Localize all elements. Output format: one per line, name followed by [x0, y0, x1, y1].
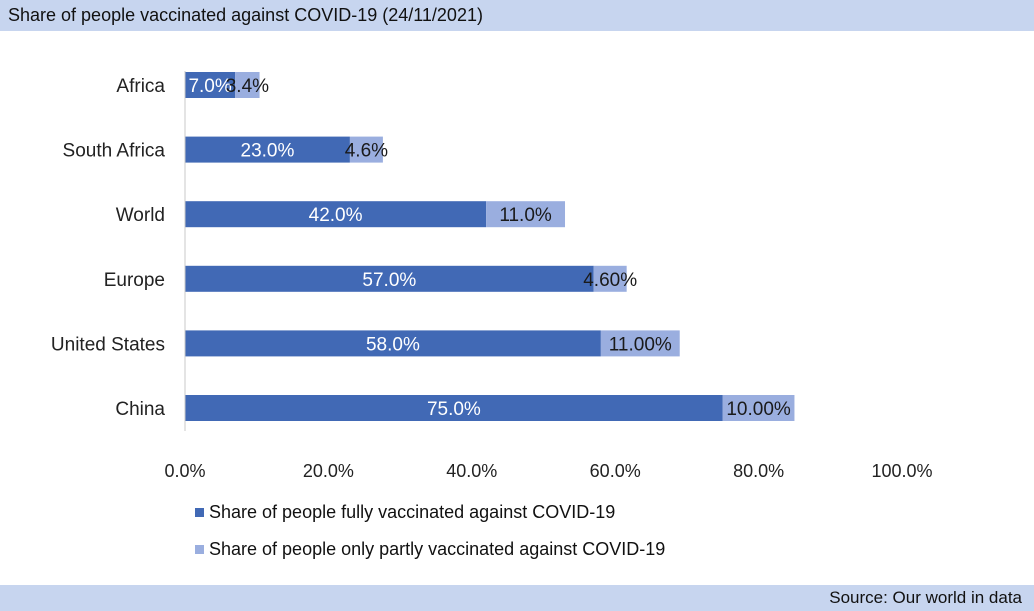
category-label: South Africa [63, 141, 166, 162]
bar-fully-vaccinated [185, 395, 723, 421]
x-tick-label: 80.0% [733, 461, 784, 481]
title-bar: Share of people vaccinated against COVID… [0, 0, 1034, 31]
category-label: United States [51, 334, 165, 355]
footer-bar: Source: Our world in data [0, 585, 1034, 611]
data-label-partly: 10.00% [726, 399, 791, 420]
x-tick-label: 60.0% [590, 461, 641, 481]
category-label: Europe [104, 270, 165, 291]
stacked-bar-chart: Africa 7.0%3.4% South Africa 23.0% 4.6% World… [51, 71, 933, 559]
data-label-fully: 58.0% [366, 334, 420, 355]
x-tick-label: 40.0% [446, 461, 497, 481]
bar-partly-vaccinated [593, 265, 627, 292]
bar-partly-vaccinated [600, 330, 680, 357]
category-label: Africa [116, 76, 165, 97]
bar-partly-vaccinated [486, 201, 566, 228]
category-label: China [115, 399, 165, 420]
bar-fully-vaccinated [185, 330, 601, 357]
bar-fully-vaccinated [185, 201, 487, 228]
x-tick-label: 0.0% [164, 461, 205, 481]
data-label-fully: 23.0% [241, 141, 295, 162]
data-label-fully: 75.0% [427, 399, 481, 420]
category-label: World [116, 205, 165, 226]
bars-layer: Africa 7.0%3.4% South Africa 23.0% 4.6% World… [51, 72, 795, 421]
data-label-fully: 42.0% [309, 205, 363, 226]
legend-swatch [195, 508, 204, 517]
bar-fully-vaccinated [185, 265, 594, 292]
bar-partly-vaccinated [235, 72, 260, 98]
bar-fully-vaccinated [185, 136, 350, 163]
data-label-partly: 4.6% [345, 141, 388, 162]
x-axis: 0.0% 20.0% 40.0% 60.0% 80.0% 100.0% [164, 71, 933, 481]
bar-partly-vaccinated [349, 136, 383, 163]
legend-swatch [195, 545, 204, 554]
data-label-partly: 11.00% [609, 334, 672, 355]
x-tick-label: 100.0% [871, 461, 932, 481]
chart-title: Share of people vaccinated against COVID… [8, 5, 483, 25]
source-note: Source: Our world in data [829, 588, 1022, 607]
data-label-partly: 3.4% [226, 76, 269, 97]
legend: Share of people fully vaccinated against… [195, 502, 665, 559]
legend-label: Share of people fully vaccinated against… [209, 502, 615, 522]
bar-partly-vaccinated [722, 395, 795, 421]
x-tick-label: 20.0% [303, 461, 354, 481]
bar-fully-vaccinated [185, 72, 236, 98]
data-label-fully: 57.0% [362, 270, 416, 291]
data-label-fully: 7.0% [188, 76, 231, 97]
legend-label: Share of people only partly vaccinated a… [209, 539, 665, 559]
data-label-partly: 11.0% [499, 205, 552, 226]
data-label-partly: 4.60% [583, 270, 637, 291]
